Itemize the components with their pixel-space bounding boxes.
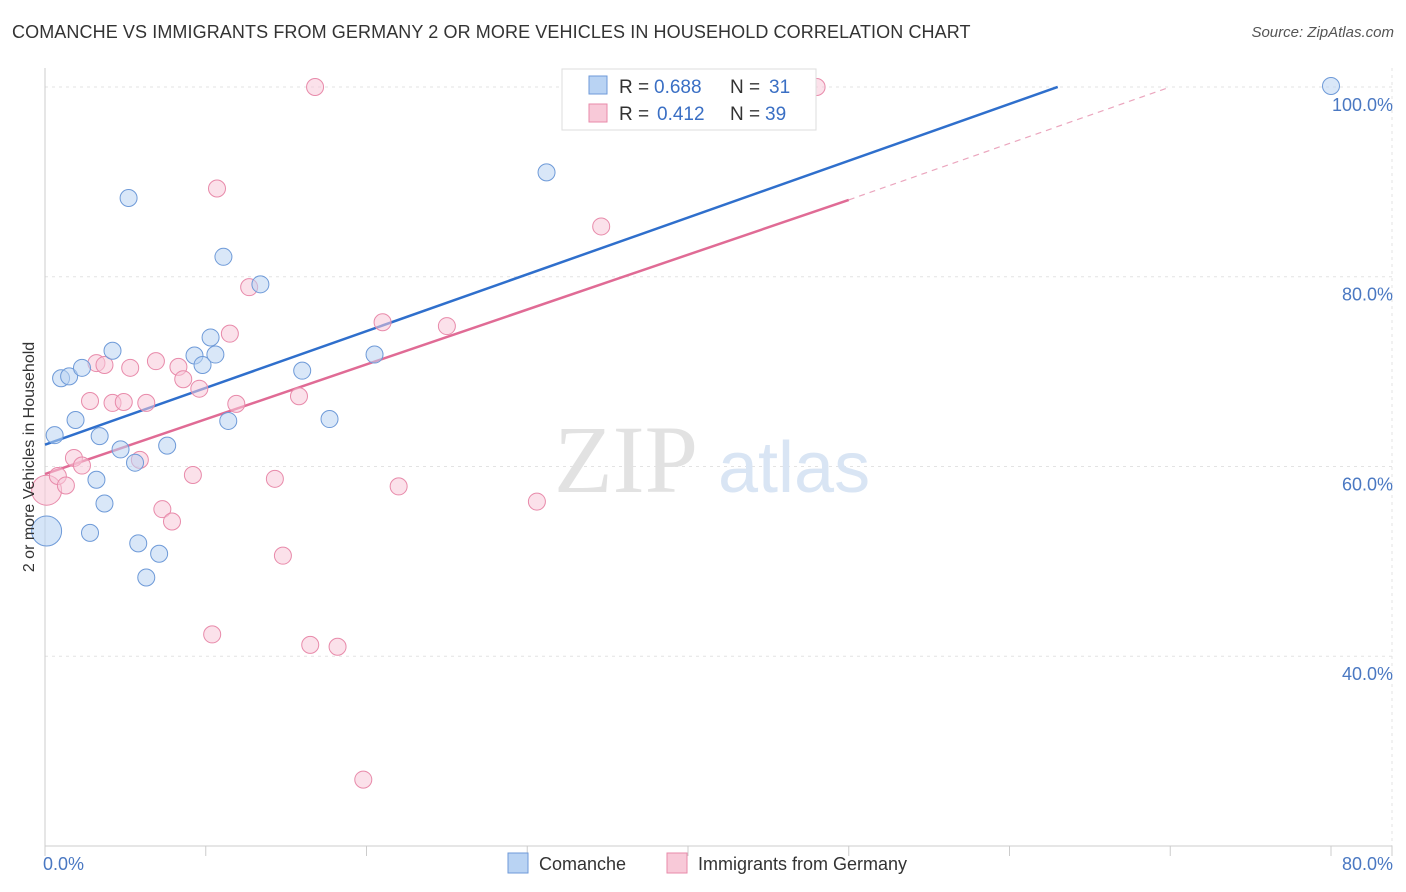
- y-tick-label-40: 40.0%: [1342, 664, 1393, 684]
- point-comanche-14: [129, 534, 148, 553]
- point-germany-27: [289, 387, 308, 406]
- watermark: ZIP atlas: [554, 406, 870, 513]
- bottom-legend-swatch-germany: [666, 852, 688, 874]
- legend-box: R = 0.688 N = 31 R = 0.412 N = 39: [561, 68, 817, 131]
- point-comanche-20: [201, 328, 220, 347]
- watermark-atlas: atlas: [718, 428, 870, 508]
- point-germany-23: [227, 394, 246, 413]
- point-comanche-17: [158, 436, 177, 455]
- legend-r-label-comanche: R =: [619, 77, 649, 98]
- point-germany-22: [220, 324, 239, 343]
- point-comanche-28: [537, 163, 556, 182]
- point-germany-21: [208, 179, 227, 198]
- trend-line-germany: [44, 198, 850, 476]
- point-germany-26: [273, 546, 292, 565]
- point-comanche-26: [320, 410, 339, 429]
- point-germany-19: [190, 379, 209, 398]
- point-germany-25: [265, 469, 284, 488]
- point-comanche-0: [31, 515, 63, 547]
- point-germany-29: [306, 77, 325, 96]
- point-comanche-24: [251, 275, 270, 294]
- axes: [44, 68, 1393, 856]
- legend-swatch-germany: [588, 103, 608, 123]
- legend-n-label-comanche: N =: [730, 77, 760, 98]
- point-comanche-7: [87, 470, 106, 489]
- trend-line-comanche: [44, 85, 1059, 446]
- legend-n-value-germany: 39: [765, 104, 786, 125]
- point-comanche-23: [219, 411, 238, 430]
- source-credit: Source: ZipAtlas.com: [1251, 24, 1394, 41]
- point-comanche-9: [95, 494, 114, 513]
- point-comanche-16: [150, 544, 169, 563]
- point-germany-34: [437, 317, 456, 336]
- x-tick-label-80: 80.0%: [1342, 854, 1393, 874]
- point-comanche-13: [126, 453, 145, 472]
- legend-n-value-comanche: 31: [769, 77, 790, 98]
- point-germany-7: [95, 355, 114, 374]
- y-tick-label-80: 80.0%: [1342, 285, 1393, 305]
- point-comanche-12: [119, 188, 138, 207]
- point-germany-13: [146, 352, 165, 371]
- y-tick-label-60: 60.0%: [1342, 474, 1393, 494]
- point-germany-36: [592, 217, 611, 236]
- point-comanche-8: [90, 427, 109, 446]
- trend-line-germany-extension: [848, 86, 1171, 201]
- point-comanche-22: [214, 247, 233, 266]
- point-comanche-30: [1322, 77, 1340, 96]
- point-germany-30: [328, 637, 347, 656]
- bottom-legend: Comanche Immigrants from Germany: [507, 852, 907, 874]
- point-comanche-27: [365, 345, 384, 364]
- point-comanche-25: [293, 361, 312, 380]
- point-comanche-1: [45, 426, 64, 445]
- point-germany-31: [354, 770, 373, 789]
- legend-r-value-germany: 0.412: [657, 104, 705, 125]
- point-germany-33: [389, 477, 408, 496]
- point-comanche-4: [66, 410, 85, 429]
- legend-r-label-germany: R =: [619, 104, 649, 125]
- legend-swatch-comanche: [588, 75, 608, 95]
- point-comanche-10: [103, 341, 122, 360]
- point-germany-4: [72, 456, 91, 475]
- point-comanche-11: [111, 440, 130, 459]
- point-comanche-3: [60, 367, 79, 386]
- point-germany-17: [174, 370, 193, 389]
- y-tick-label-100: 100.0%: [1332, 95, 1393, 115]
- x-tick-label-0: 0.0%: [43, 854, 84, 874]
- chart-title: COMANCHE VS IMMIGRANTS FROM GERMANY 2 OR…: [12, 22, 971, 42]
- point-comanche-5: [72, 358, 91, 377]
- gridlines: [45, 68, 1393, 846]
- legend-n-label-germany: N =: [730, 104, 760, 125]
- point-germany-10: [121, 358, 140, 377]
- point-comanche-6: [81, 523, 100, 542]
- point-germany-9: [114, 392, 133, 411]
- point-germany-32: [373, 313, 392, 332]
- y-axis-label: 2 or more Vehicles in Household: [21, 342, 38, 572]
- point-germany-15: [162, 512, 181, 531]
- point-comanche-15: [137, 568, 156, 587]
- tick-labels: 40.0% 60.0% 80.0% 100.0% 0.0% 80.0%: [43, 95, 1393, 874]
- point-germany-12: [137, 393, 156, 412]
- watermark-zip: ZIP: [554, 406, 698, 513]
- point-germany-35: [527, 492, 546, 511]
- point-germany-28: [301, 635, 320, 654]
- point-germany-14: [153, 500, 172, 519]
- trend-lines: [44, 85, 1171, 476]
- point-comanche-21: [206, 345, 225, 364]
- bottom-legend-swatch-comanche: [507, 852, 529, 874]
- legend-r-value-comanche: 0.688: [654, 77, 702, 98]
- point-comanche-19: [193, 355, 212, 374]
- point-germany-18: [183, 466, 202, 485]
- point-germany-5: [81, 392, 100, 411]
- point-germany-20: [203, 625, 222, 644]
- point-germany-2: [56, 476, 75, 495]
- bottom-legend-label-comanche: Comanche: [539, 854, 626, 874]
- bottom-legend-label-germany: Immigrants from Germany: [698, 854, 907, 874]
